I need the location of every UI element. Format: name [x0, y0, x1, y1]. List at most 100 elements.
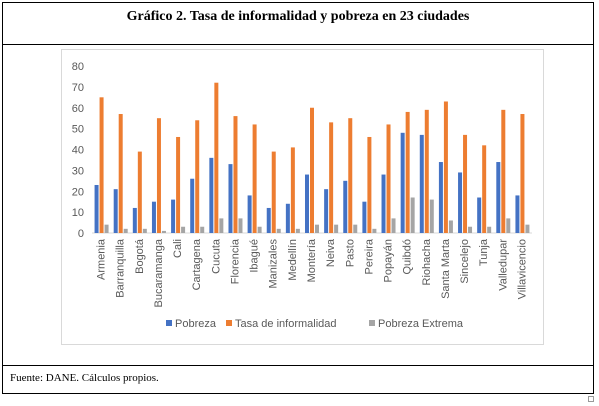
bar-pobreza: [477, 197, 482, 233]
x-tick-label: Neiva: [325, 238, 337, 267]
y-tick-label: 10: [72, 207, 84, 219]
bar-informalidad: [310, 107, 314, 233]
bar-informalidad: [501, 109, 506, 233]
source-note: Fuente: DANE. Cálculos propios.: [10, 372, 159, 384]
bar-pobreza-extrema: [429, 199, 434, 233]
x-tick-label: Cali: [172, 239, 184, 258]
bar-informalidad: [137, 151, 142, 233]
bar-informalidad: [214, 82, 219, 233]
x-tick-label: Manizales: [268, 239, 280, 289]
bar-pobreza-extrema: [315, 224, 319, 233]
bar-pobreza-extrema: [410, 197, 415, 233]
source-row: Fuente: DANE. Cálculos propios.: [3, 365, 593, 395]
bar-pobreza: [190, 178, 195, 233]
x-tick-label: Valledupar: [497, 239, 509, 291]
bar-informalidad: [424, 109, 429, 233]
x-tick-label: Ibagué: [249, 239, 261, 273]
bar-pobreza-extrema: [372, 228, 377, 233]
bar-pobreza-extrema: [353, 224, 358, 233]
chart-title: Gráfico 2. Tasa de informalidad y pobrez…: [126, 9, 470, 24]
x-tick-label: Riohacha: [421, 238, 433, 285]
y-tick-label: 50: [72, 124, 84, 136]
bar-pobreza: [113, 189, 118, 233]
bar-informalidad: [118, 114, 123, 233]
x-tick-label: Bogotá: [134, 238, 146, 274]
legend-swatch: [166, 320, 172, 326]
x-tick-label: Cucuta: [210, 238, 222, 274]
y-tick-label: 20: [72, 186, 84, 198]
bar-pobreza: [324, 189, 329, 233]
bar-informalidad: [99, 97, 104, 233]
bar-informalidad: [329, 122, 334, 233]
bar-pobreza-extrema: [238, 218, 243, 233]
bar-pobreza: [305, 174, 309, 233]
bar-pobreza-extrema: [506, 218, 511, 233]
bar-pobreza-extrema: [468, 226, 473, 233]
bar-informalidad: [386, 124, 391, 233]
y-tick-label: 60: [72, 103, 84, 115]
bar-pobreza-extrema: [391, 218, 396, 233]
x-tick-label: Armenia: [96, 238, 108, 280]
bar-pobreza: [171, 199, 176, 233]
bar-informalidad: [367, 136, 372, 233]
figure-frame: Gráfico 2. Tasa de informalidad y pobrez…: [2, 2, 594, 394]
bar-informalidad: [348, 118, 353, 233]
x-tick-label: Pereira: [363, 238, 375, 274]
bar-chart: 0 10 20 30 40 50 60 70 80 Armenia Barranquilla Bogo…: [72, 61, 532, 330]
bar-informalidad: [233, 116, 238, 233]
bar-informalidad: [290, 147, 295, 233]
x-tick-label: Santa Marta: [440, 238, 452, 299]
bar-informalidad: [195, 120, 200, 233]
bar-informalidad: [252, 124, 257, 233]
bar-pobreza: [209, 157, 214, 233]
bar-pobreza-extrema: [200, 226, 205, 233]
x-tick-label: Sincelejo: [459, 239, 471, 284]
x-tick-label: Popayán: [383, 239, 395, 282]
bar-pobreza: [515, 195, 520, 233]
bar-pobreza-extrema: [142, 228, 147, 233]
x-tick-label: Tunja: [478, 238, 490, 266]
legend-label: Pobreza Extrema: [378, 318, 464, 330]
x-tick-label: Quibdó: [402, 239, 414, 274]
legend-swatch: [369, 320, 375, 326]
y-tick-label: 40: [72, 145, 84, 157]
bar-pobreza: [266, 207, 271, 233]
legend-swatch: [226, 320, 232, 326]
bar-informalidad: [405, 111, 410, 233]
bar-pobreza: [381, 174, 386, 233]
bar-pobreza: [285, 203, 290, 233]
bar-pobreza: [438, 162, 443, 233]
legend-label: Pobreza: [175, 318, 217, 330]
bar-informalidad: [482, 145, 487, 233]
x-tick-label: Barranquilla: [115, 238, 127, 298]
x-tick-label: Pasto: [344, 239, 356, 267]
x-tick-label: Montería: [306, 238, 318, 282]
bar-pobreza-extrema: [295, 228, 300, 233]
bar-pobreza-extrema: [487, 226, 492, 233]
bar-pobreza: [151, 201, 156, 233]
x-tick-label: Villavicencio: [516, 239, 528, 299]
resize-corner: [588, 396, 594, 402]
bar-pobreza-extrema: [334, 224, 339, 233]
bar-pobreza: [343, 180, 348, 233]
bar-pobreza: [132, 207, 137, 233]
bar-pobreza-extrema: [257, 226, 262, 233]
bar-pobreza-extrema: [525, 224, 530, 233]
y-tick-label: 80: [72, 61, 84, 73]
bar-pobreza-extrema: [276, 228, 281, 233]
bar-pobreza: [247, 195, 252, 233]
bar-informalidad: [271, 151, 276, 233]
bar-pobreza: [458, 172, 463, 233]
bar-pobreza: [228, 164, 233, 233]
bar-pobreza: [400, 132, 405, 233]
x-tick-label: Cartagena: [191, 238, 203, 290]
bar-informalidad: [176, 136, 181, 233]
bar-pobreza: [419, 134, 424, 233]
bar-informalidad: [520, 114, 525, 233]
bar-informalidad: [156, 118, 161, 233]
y-tick-label: 0: [78, 228, 84, 240]
bar-informalidad: [463, 134, 468, 233]
bar-pobreza-extrema: [181, 226, 186, 233]
legend-label: Tasa de informalidad: [235, 318, 337, 330]
x-tick-label: Florencia: [229, 238, 241, 284]
